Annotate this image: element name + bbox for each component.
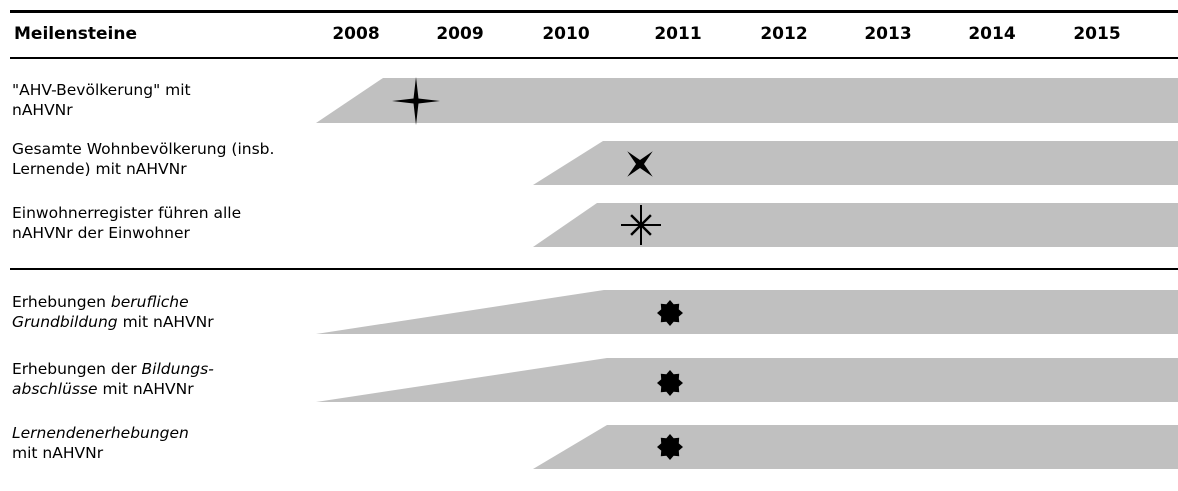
row-label-text: mit nAHVNr [117, 313, 214, 331]
year-label-2008: 2008 [332, 24, 380, 44]
row-label-text: abschlüsse [12, 380, 98, 398]
top-rule [10, 10, 1178, 13]
row-label-6: Lernendenerhebungen mit nAHVNr [12, 423, 189, 463]
row-label-text: nAHVNr [12, 101, 73, 119]
row-label-text: Einwohnerregister führen alle [12, 204, 242, 222]
four-point-star-icon [392, 77, 440, 125]
row-label-text: Erhebungen [12, 293, 111, 311]
row-label-text: berufliche [110, 293, 189, 311]
header-rule [10, 57, 1178, 59]
row-label-4: Erhebungen berufliche Grundbildung mit nA… [12, 292, 214, 332]
row-label-3: Einwohnerregister führen alle nAHVNr der … [12, 203, 241, 243]
row-label-text: Lernendenerhebungen [12, 424, 189, 442]
timeline-bar-4 [316, 290, 1178, 334]
row-label-text: Bildungs- [141, 360, 214, 378]
year-label-2015: 2015 [1073, 24, 1121, 44]
year-label-2011: 2011 [654, 24, 702, 44]
timeline-bar-2 [533, 141, 1178, 185]
row-label-text: Gesamte Wohnbevölkerung (insb. [12, 140, 275, 158]
asterisk-burst-icon [621, 205, 661, 245]
year-label-2013: 2013 [864, 24, 912, 44]
timeline-bar-5 [316, 358, 1178, 402]
year-label-2009: 2009 [436, 24, 484, 44]
section-divider-rule [10, 268, 1178, 270]
row-label-1: "AHV-Bevölkerung" mit nAHVNr [12, 80, 191, 120]
year-label-2014: 2014 [968, 24, 1016, 44]
timeline-bar-6 [533, 425, 1178, 469]
eight-point-star-icon [657, 434, 683, 460]
row-label-text: Lernende) mit nAHVNr [12, 160, 187, 178]
row-label-text: mit nAHVNr [97, 380, 194, 398]
row-label-text: "AHV-Bevölkerung" mit [12, 81, 191, 99]
timeline-bar-1 [316, 78, 1178, 123]
row-label-text: nAHVNr der Einwohner [12, 224, 190, 242]
year-label-2010: 2010 [542, 24, 590, 44]
eight-point-star-icon [657, 370, 683, 396]
x-cross-icon [627, 151, 653, 177]
milestones-header: Meilensteine [14, 24, 137, 44]
row-label-text: Grundbildung [12, 313, 118, 331]
year-label-2012: 2012 [760, 24, 808, 44]
timeline-bar-3 [533, 203, 1178, 247]
row-label-text: Erhebungen der [12, 360, 142, 378]
row-label-text: mit nAHVNr [12, 444, 104, 462]
row-label-2: Gesamte Wohnbevölkerung (insb. Lernende) … [12, 139, 274, 179]
row-label-5: Erhebungen der Bildungs-abschlüsse mit n… [12, 359, 214, 399]
eight-point-star-icon [657, 300, 683, 326]
